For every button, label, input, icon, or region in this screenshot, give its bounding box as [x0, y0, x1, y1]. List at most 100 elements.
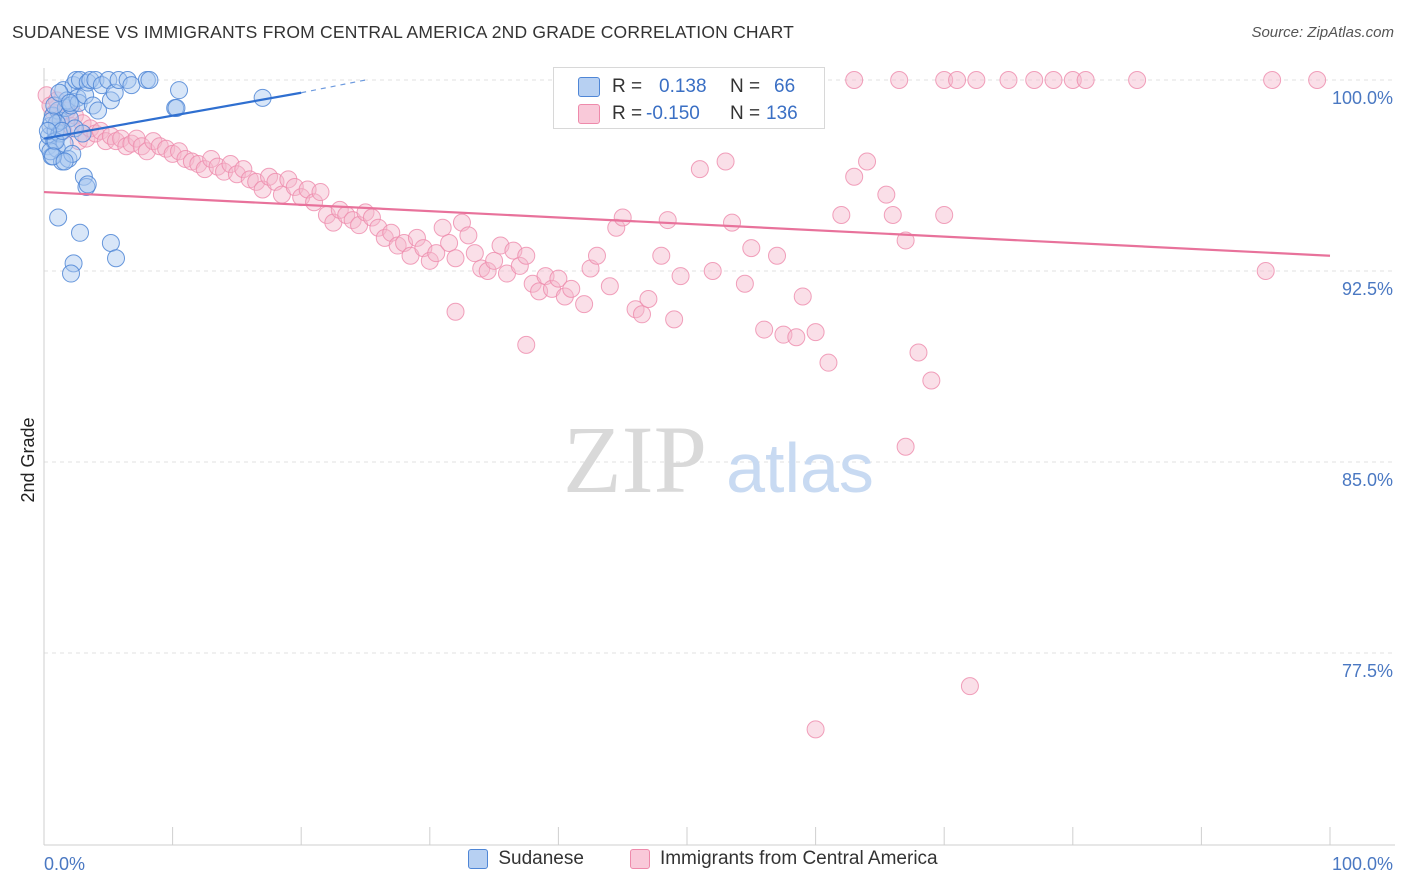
point-central-america-82	[517, 246, 536, 265]
point-sudanese-41	[140, 71, 159, 89]
source-credit: Source: ZipAtlas.com	[1251, 24, 1394, 41]
point-sudanese-55	[78, 175, 97, 194]
point-central-america-119	[877, 185, 896, 204]
stats-row-sudanese: R = 0.138 N = 66	[554, 72, 824, 102]
r-value-central-america: -0.150	[646, 103, 700, 124]
point-central-america-110	[768, 246, 787, 265]
legend-item-central-america[interactable]: Immigrants from Central America	[629, 848, 938, 870]
point-central-america-122	[909, 343, 928, 362]
point-sudanese-24	[69, 93, 88, 112]
legend-swatch-central-america	[629, 849, 650, 869]
r-label: R =	[612, 103, 643, 124]
point-central-america-92	[587, 246, 606, 265]
point-central-america-71	[446, 249, 465, 268]
y-axis-label: 2nd Grade	[18, 417, 38, 502]
stats-swatch-central-america	[578, 104, 600, 124]
point-central-america-15	[96, 132, 115, 151]
stats-box: R = 0.138 N = 66 R = -0.150 N = 136	[553, 67, 825, 129]
trend-lines	[43, 79, 1331, 257]
y-tick-label-3: 77.5%	[1342, 661, 1393, 681]
point-central-america-124	[935, 205, 954, 224]
point-central-america-101	[665, 310, 684, 329]
legend-label-sudanese: Sudanese	[498, 848, 584, 869]
point-central-america-127	[806, 720, 825, 739]
point-central-america-93	[600, 277, 619, 296]
point-sudanese-64	[170, 81, 189, 100]
point-central-america-150	[1308, 71, 1327, 89]
point-central-america-95	[613, 208, 632, 227]
trend-line-sudanese-extension	[301, 79, 366, 94]
point-sudanese-57	[71, 223, 90, 242]
axes	[43, 68, 1395, 846]
point-central-america-145	[1044, 71, 1063, 89]
point-central-america-118	[858, 152, 877, 171]
point-central-america-100	[658, 211, 677, 230]
point-central-america-45	[279, 170, 298, 189]
point-sudanese-52	[55, 152, 74, 171]
point-central-america-105	[716, 152, 735, 171]
point-sudanese-30	[83, 96, 102, 115]
point-central-america-102	[671, 267, 690, 286]
point-central-america-146	[1063, 71, 1082, 89]
point-central-america-139	[890, 71, 909, 89]
point-sudanese-32	[89, 101, 108, 120]
point-central-america-143	[999, 71, 1018, 89]
point-sudanese-47	[41, 142, 60, 161]
point-central-america-123	[922, 371, 941, 390]
point-central-america-103	[690, 160, 709, 179]
r-value-sudanese: 0.138	[659, 76, 707, 97]
point-sudanese-58	[64, 254, 83, 273]
legend-swatch-sudanese	[468, 849, 489, 869]
r-label: R =	[612, 76, 643, 97]
point-central-america-144	[1025, 71, 1044, 89]
point-central-america-109	[755, 320, 774, 339]
point-central-america-77	[485, 251, 504, 270]
point-central-america-97	[632, 305, 651, 324]
point-central-america-114	[806, 323, 825, 342]
point-central-america-126	[446, 302, 465, 321]
point-sudanese-61	[107, 249, 126, 268]
watermark-atlas: atlas	[726, 429, 874, 507]
point-central-america-148	[1128, 71, 1147, 89]
point-central-america-98	[639, 290, 658, 309]
chart-title: SUDANESE VS IMMIGRANTS FROM CENTRAL AMER…	[12, 22, 795, 42]
point-central-america-81	[510, 256, 529, 275]
point-sudanese-46	[60, 93, 79, 112]
point-sudanese-51	[44, 147, 63, 166]
legend: Sudanese Immigrants from Central America	[0, 848, 1406, 870]
point-central-america-106	[723, 213, 742, 232]
point-central-america-50	[311, 183, 330, 202]
legend-item-sudanese[interactable]: Sudanese	[468, 848, 584, 870]
point-central-america-33	[202, 149, 221, 168]
point-sudanese-59	[62, 264, 81, 283]
n-label: N =	[730, 76, 761, 97]
trend-line-central-america	[43, 190, 1331, 257]
legend-label-central-america: Immigrants from Central America	[659, 848, 938, 869]
point-sudanese-63	[167, 99, 186, 118]
point-central-america-19	[117, 137, 136, 156]
point-central-america-90	[575, 295, 594, 314]
point-central-america-138	[845, 71, 864, 89]
series-sudanese	[38, 71, 272, 283]
point-central-america-76	[478, 262, 497, 280]
point-sudanese-39	[122, 76, 141, 95]
point-central-america-129	[960, 677, 979, 696]
point-central-america-20	[122, 134, 141, 153]
point-sudanese-50	[38, 121, 57, 140]
point-central-america-116	[832, 205, 851, 224]
point-central-america-142	[967, 71, 986, 89]
point-central-america-87	[549, 269, 568, 288]
series-central-america	[37, 71, 1327, 739]
stats-row-central-america: R = -0.150 N = 136	[554, 99, 824, 129]
point-central-america-70	[440, 233, 459, 252]
point-central-america-22	[132, 137, 151, 156]
point-central-america-140	[935, 71, 954, 89]
point-central-america-147	[1076, 71, 1095, 89]
point-central-america-104	[703, 262, 722, 280]
watermark-zip: ZIP	[563, 406, 707, 513]
n-label: N =	[730, 103, 761, 124]
x-tick-label-0: 0.0%	[44, 854, 85, 874]
point-sudanese-29	[81, 71, 100, 89]
point-sudanese-19	[63, 144, 82, 163]
